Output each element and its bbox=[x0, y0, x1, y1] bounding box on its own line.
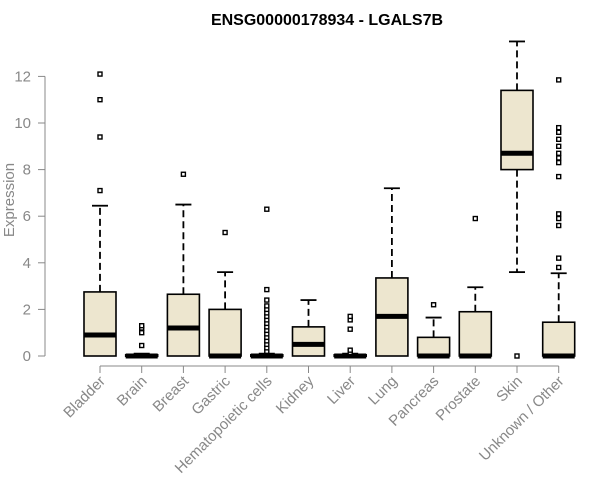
outlier-point bbox=[556, 150, 562, 156]
x-tick-label: Breast bbox=[150, 372, 193, 415]
y-tick-label: 0 bbox=[23, 348, 31, 365]
box-kidney bbox=[291, 299, 326, 357]
box-brain bbox=[124, 323, 159, 359]
outlier-point bbox=[556, 143, 562, 150]
outlier-point bbox=[556, 77, 562, 83]
x-tick-label: Brain bbox=[114, 373, 151, 410]
y-tick-label: 2 bbox=[23, 301, 31, 318]
box-gastric bbox=[208, 229, 242, 359]
outlier-point bbox=[97, 71, 103, 77]
outlier-point bbox=[556, 124, 562, 131]
outlier-point bbox=[347, 313, 353, 320]
outlier-point bbox=[556, 222, 562, 229]
x-tick-label: Kidney bbox=[273, 372, 318, 417]
outlier-point bbox=[138, 330, 145, 336]
x-tick-label: Skin bbox=[493, 373, 526, 406]
box-body bbox=[166, 293, 201, 357]
box-pancreas bbox=[416, 302, 451, 359]
outlier-point bbox=[556, 173, 562, 180]
outlier-point bbox=[556, 211, 562, 217]
x-tick-label: Prostate bbox=[433, 373, 485, 425]
x-tick-label: Lung bbox=[365, 373, 401, 409]
outlier-point bbox=[97, 134, 103, 140]
boxes-group bbox=[83, 40, 576, 359]
box-prostate bbox=[458, 215, 493, 359]
outlier-point bbox=[264, 206, 270, 212]
outlier-point bbox=[556, 159, 562, 166]
box-body bbox=[208, 308, 242, 357]
y-axis: 0 2 4 6 8 10 12 bbox=[14, 68, 46, 365]
outlier-point bbox=[347, 326, 353, 332]
box-unknown-other bbox=[541, 77, 576, 359]
outlier-point bbox=[430, 302, 437, 308]
outlier-point bbox=[138, 323, 145, 329]
outlier-point bbox=[264, 286, 270, 293]
y-tick-label: 6 bbox=[23, 208, 31, 225]
outlier-point bbox=[556, 136, 562, 143]
y-tick-label: 10 bbox=[14, 115, 31, 132]
box-body bbox=[500, 89, 534, 171]
outlier-point bbox=[264, 297, 270, 303]
outlier-point bbox=[264, 303, 270, 309]
outlier-point bbox=[472, 215, 478, 222]
x-tick-label: Bladder bbox=[60, 373, 109, 422]
y-axis-label: Expression bbox=[1, 163, 18, 237]
box-liver bbox=[333, 313, 368, 359]
box-bladder bbox=[83, 71, 117, 357]
outlier-point bbox=[556, 255, 562, 261]
x-tick-label: Liver bbox=[324, 373, 359, 408]
outlier-point bbox=[556, 215, 562, 222]
y-tick-label: 4 bbox=[23, 255, 31, 272]
outlier-point bbox=[347, 347, 353, 353]
outlier-point bbox=[556, 129, 562, 136]
y-tick-label: 8 bbox=[23, 162, 31, 179]
outlier-point bbox=[514, 353, 520, 359]
outlier-point bbox=[97, 187, 103, 194]
outlier-point bbox=[556, 264, 562, 271]
box-body bbox=[458, 310, 493, 357]
outlier-point bbox=[556, 155, 562, 161]
outlier-point bbox=[180, 171, 187, 177]
box-body bbox=[541, 321, 576, 357]
y-tick-label: 12 bbox=[14, 68, 31, 85]
box-hematopoietic-cells bbox=[250, 206, 284, 359]
outlier-point bbox=[222, 229, 228, 236]
chart-title: ENSG00000178934 - LGALS7B bbox=[211, 12, 443, 29]
box-body bbox=[83, 291, 117, 357]
box-lung bbox=[375, 187, 409, 357]
outlier-point bbox=[138, 342, 145, 349]
outlier-point bbox=[97, 96, 103, 103]
box-body bbox=[416, 336, 451, 357]
box-body bbox=[291, 326, 326, 357]
box-breast bbox=[166, 171, 201, 357]
box-skin bbox=[500, 40, 534, 359]
